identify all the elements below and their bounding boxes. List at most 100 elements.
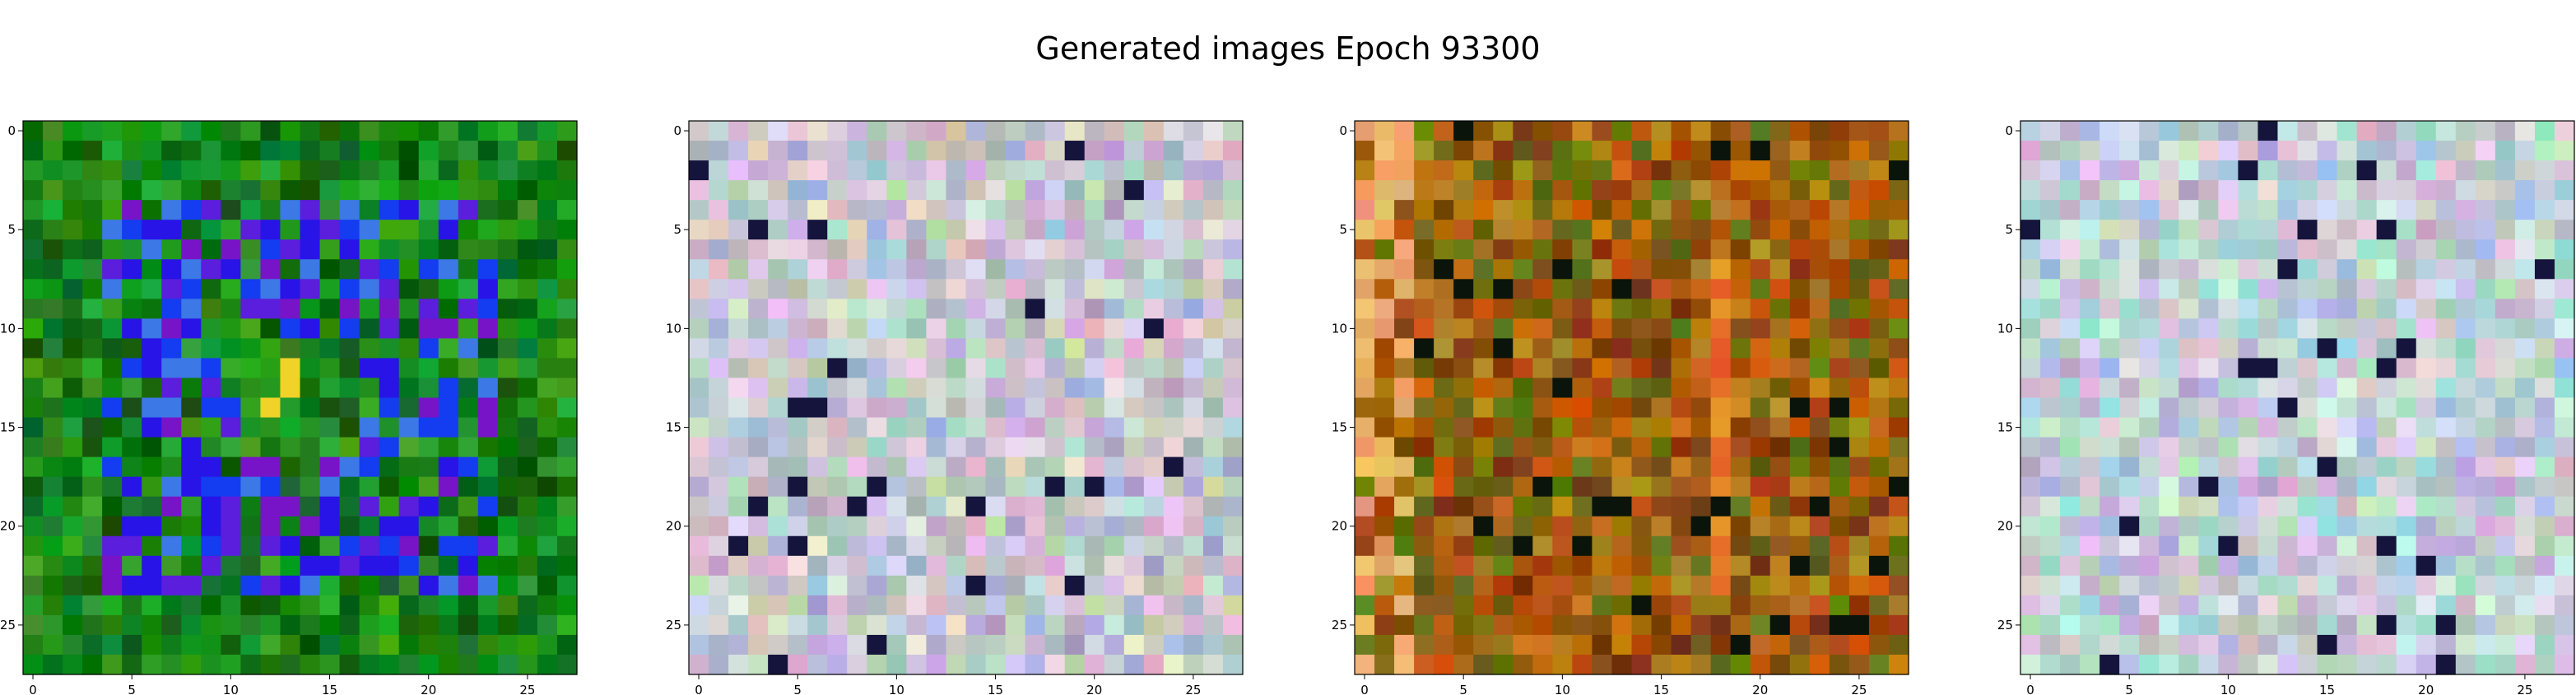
pixel-cell <box>1084 358 1105 379</box>
pixel-cell <box>1163 397 1184 419</box>
pixel-cell <box>1532 299 1553 319</box>
pixel-cell <box>280 496 301 517</box>
pixel-cell <box>926 437 947 458</box>
pixel-cell <box>43 358 63 379</box>
pixel-cell <box>2455 516 2476 537</box>
pixel-cell <box>2534 456 2555 478</box>
pixel-cell <box>2297 476 2318 498</box>
pixel-cell <box>161 200 182 220</box>
pixel-cell <box>1202 338 1224 359</box>
pixel-cell <box>946 417 967 438</box>
pixel-cell <box>181 378 202 399</box>
pixel-cell <box>438 299 459 319</box>
pixel-cell <box>1202 180 1224 201</box>
pixel-cell <box>2396 180 2417 201</box>
pixel-cell <box>807 397 828 419</box>
pixel-cell <box>709 614 729 636</box>
pixel-cell <box>1493 476 1514 498</box>
pixel-cell <box>181 160 202 181</box>
pixel-cell <box>556 634 578 656</box>
pixel-cell <box>280 338 301 359</box>
pixel-cell <box>2416 614 2437 636</box>
pixel-cell <box>2376 437 2397 458</box>
pixel-cell <box>1829 299 1850 319</box>
pixel-cell <box>1690 180 1712 201</box>
pixel-cell <box>2119 555 2140 577</box>
pixel-cell <box>2020 299 2041 319</box>
pixel-cell <box>1848 496 1870 517</box>
pixel-cell <box>1183 358 1204 379</box>
pixel-cell <box>201 555 221 577</box>
pixel-cell <box>43 299 63 319</box>
pixel-cell <box>2534 496 2555 517</box>
pixel-cell <box>122 575 142 596</box>
pixel-cell <box>2119 358 2140 379</box>
y-tick-label: 10 <box>1332 321 1347 336</box>
pixel-cell <box>1552 595 1573 616</box>
pixel-cell <box>1592 338 1613 359</box>
pixel-cell <box>2099 614 2120 636</box>
pixel-cell <box>2455 160 2476 181</box>
pixel-cell <box>926 555 947 577</box>
pixel-cell <box>807 614 828 636</box>
pixel-cell <box>497 141 518 161</box>
pixel-cell <box>43 121 63 141</box>
pixel-cell <box>1143 141 1165 161</box>
pixel-cell <box>1868 437 1890 458</box>
pixel-cell <box>319 634 341 656</box>
pixel-cell <box>339 634 360 656</box>
pixel-cell <box>906 279 928 299</box>
pixel-cell <box>2554 654 2575 675</box>
pixel-cell <box>827 516 848 537</box>
pixel-cell <box>221 437 241 458</box>
pixel-cell <box>102 180 123 201</box>
pixel-cell <box>985 555 1007 577</box>
pixel-cell <box>1355 614 1375 636</box>
pixel-cell <box>1394 634 1415 656</box>
pixel-cell <box>2178 516 2199 537</box>
pixel-cell <box>23 378 44 399</box>
pixel-cell <box>1453 220 1474 240</box>
pixel-cell <box>985 614 1007 636</box>
pixel-cell <box>1572 437 1593 458</box>
pixel-cell <box>458 279 479 299</box>
pixel-cell <box>142 141 162 161</box>
pixel-cell <box>827 239 848 260</box>
pixel-cell <box>2495 141 2516 161</box>
pixel-cell <box>946 180 967 201</box>
pixel-cell <box>1592 318 1613 339</box>
pixel-cell <box>1848 200 1870 220</box>
pixel-cell <box>1044 220 1066 240</box>
pixel-cell <box>2277 476 2299 498</box>
pixel-cell <box>1123 200 1145 220</box>
pixel-cell <box>2238 516 2259 537</box>
pixel-cell <box>1592 378 1613 399</box>
pixel-cell <box>2099 535 2120 557</box>
pixel-cell <box>1044 614 1066 636</box>
pixel-cell <box>1064 634 1086 656</box>
pixel-cell <box>2139 160 2160 181</box>
pixel-cell <box>23 299 44 319</box>
pixel-cell <box>2099 654 2120 675</box>
pixel-cell <box>1532 595 1553 616</box>
pixel-cell <box>1690 160 1712 181</box>
pixel-cell <box>2475 555 2496 577</box>
pixel-cell <box>2020 318 2041 339</box>
axes-frame <box>2020 120 2575 675</box>
pixel-cell <box>867 516 887 537</box>
pixel-cell <box>1592 535 1613 557</box>
pixel-cell <box>556 535 578 557</box>
pixel-cell <box>359 358 380 379</box>
pixel-cell <box>82 200 103 220</box>
pixel-cell <box>1829 239 1850 260</box>
pixel-cell <box>709 318 729 339</box>
pixel-cell <box>2317 358 2338 379</box>
pixel-cell <box>1044 121 1066 141</box>
pixel-cell <box>926 299 947 319</box>
pixel-cell <box>1848 259 1870 280</box>
pixel-cell <box>2514 378 2536 399</box>
pixel-cell <box>1453 358 1474 379</box>
pixel-cell <box>1064 279 1086 299</box>
pixel-cell <box>2159 555 2179 577</box>
pixel-cell <box>1064 417 1086 438</box>
